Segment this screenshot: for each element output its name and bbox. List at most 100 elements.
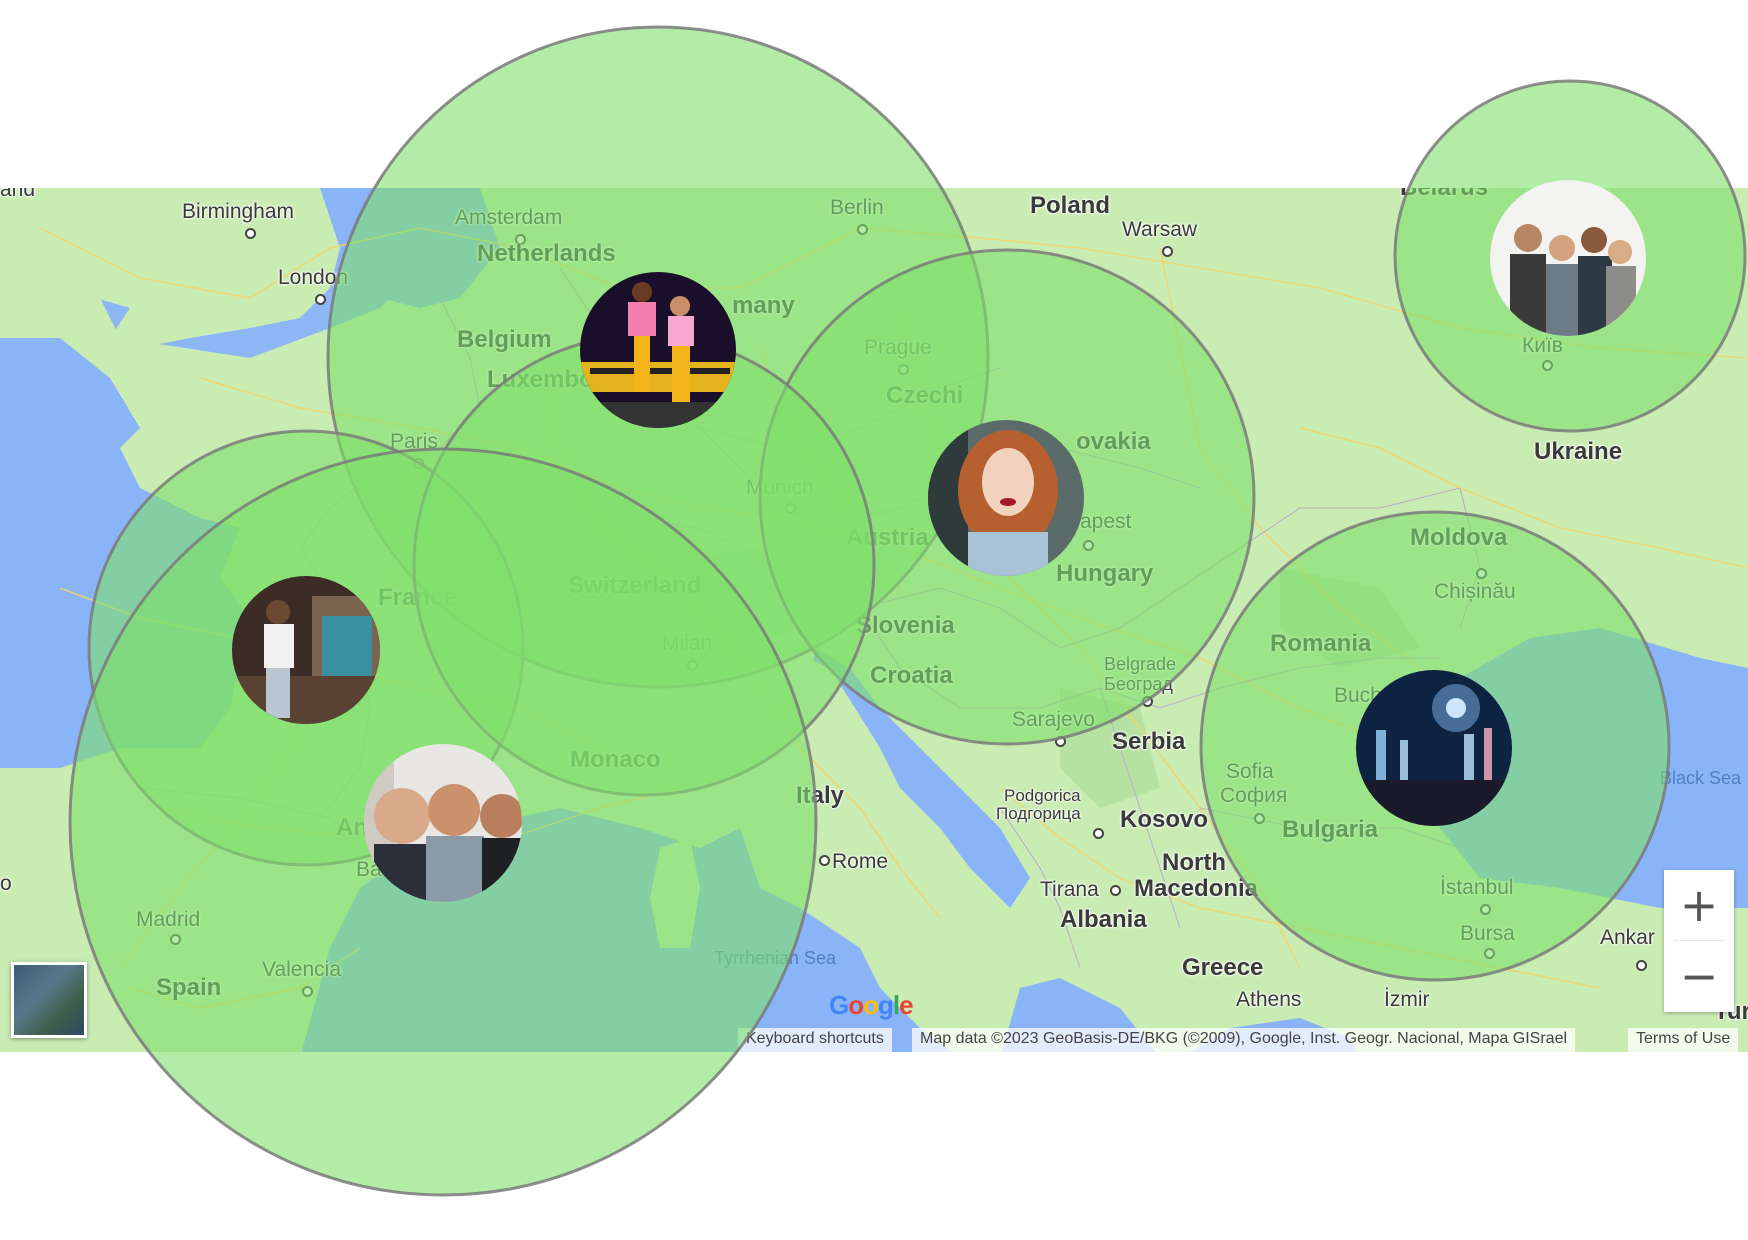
city-dot bbox=[1254, 813, 1265, 824]
label-madrid: Madrid bbox=[136, 908, 201, 931]
label-spain-edge-partial: o bbox=[0, 872, 12, 895]
label-serbia: Serbia bbox=[1112, 728, 1186, 755]
label-rome: Rome bbox=[832, 850, 889, 873]
city-dot bbox=[1636, 960, 1647, 971]
marker-france[interactable] bbox=[232, 576, 380, 724]
label-paris: Paris bbox=[390, 430, 438, 453]
label-hungary: Hungary bbox=[1056, 560, 1154, 587]
label-prague: Prague bbox=[864, 336, 932, 359]
city-dot bbox=[1093, 828, 1104, 839]
city-dot bbox=[1110, 885, 1121, 896]
label-belgium: Belgium bbox=[457, 326, 552, 353]
label-podgorica: Podgorica bbox=[1004, 786, 1081, 805]
photo-two-people-yellow-pants bbox=[580, 272, 736, 428]
photo-concert-crowd bbox=[1356, 670, 1512, 826]
label-ukraine: Ukraine bbox=[1534, 438, 1623, 465]
label-belgrade-cyrillic: Београд bbox=[1104, 674, 1173, 694]
map-type-toggle[interactable] bbox=[11, 962, 87, 1038]
label-valencia: Valencia bbox=[262, 958, 341, 981]
label-moldova: Moldova bbox=[1410, 524, 1508, 551]
label-albania: Albania bbox=[1060, 906, 1147, 933]
label-romania: Romania bbox=[1270, 630, 1372, 657]
label-tirana: Tirana bbox=[1040, 878, 1099, 901]
label-luxembourg-partial: Luxembo bbox=[487, 366, 594, 393]
google-logo: Google bbox=[829, 990, 914, 1020]
label-milan: Milan bbox=[662, 632, 713, 655]
label-germany-partial: many bbox=[732, 292, 795, 319]
label-athens: Athens bbox=[1236, 988, 1302, 1011]
zoom-out-button[interactable]: − bbox=[1679, 949, 1719, 1003]
label-birmingham: Birmingham bbox=[182, 200, 295, 223]
city-dot bbox=[1542, 360, 1553, 371]
city-dot bbox=[898, 364, 909, 375]
city-dot bbox=[1142, 696, 1153, 707]
label-izmir: İzmir bbox=[1384, 988, 1430, 1011]
label-sarajevo: Sarajevo bbox=[1012, 708, 1095, 731]
photo-three-men-selfie bbox=[364, 744, 522, 902]
label-warsaw: Warsaw bbox=[1122, 218, 1198, 241]
marker-austria-slovakia[interactable] bbox=[928, 420, 1084, 576]
label-greece: Greece bbox=[1182, 954, 1264, 981]
city-dot bbox=[245, 228, 256, 239]
label-czechia-partial: Czechi bbox=[886, 382, 964, 409]
label-chisinau: Chișinău bbox=[1434, 580, 1516, 603]
label-tyrrhenian-sea: Tyrrhenian Sea bbox=[714, 948, 837, 968]
zoom-in-button[interactable]: + bbox=[1679, 878, 1719, 932]
label-slovakia-partial: ovakia bbox=[1076, 428, 1151, 455]
photo-red-haired-woman bbox=[928, 420, 1084, 576]
city-dot bbox=[1162, 246, 1173, 257]
city-dot bbox=[1480, 904, 1491, 915]
city-dot bbox=[413, 458, 424, 469]
zoom-control: + − bbox=[1664, 870, 1734, 1012]
photo-group-of-four-friends bbox=[1490, 180, 1646, 336]
label-budapest-partial: apest bbox=[1080, 510, 1132, 533]
marker-netherlands-germany[interactable] bbox=[580, 272, 736, 428]
city-dot bbox=[785, 503, 796, 514]
label-istanbul: İstanbul bbox=[1440, 876, 1514, 899]
label-amsterdam: Amsterdam bbox=[455, 206, 563, 229]
label-berlin: Berlin bbox=[830, 196, 884, 219]
marker-spain-france[interactable] bbox=[364, 744, 522, 902]
keyboard-shortcuts-link[interactable]: Keyboard shortcuts bbox=[738, 1028, 892, 1056]
label-poland: Poland bbox=[1030, 192, 1111, 219]
city-dot bbox=[1055, 736, 1066, 747]
city-dot bbox=[170, 934, 181, 945]
label-sofia: Sofia bbox=[1226, 760, 1274, 783]
label-monaco: Monaco bbox=[570, 746, 661, 773]
city-dot bbox=[687, 660, 698, 671]
label-sofia-cyrillic: София bbox=[1220, 784, 1288, 807]
city-dot bbox=[1476, 568, 1487, 579]
label-italy: Italy bbox=[796, 782, 845, 809]
label-bursa: Bursa bbox=[1460, 922, 1515, 945]
city-dot bbox=[857, 224, 868, 235]
label-kyiv: Київ bbox=[1522, 334, 1563, 357]
label-netherlands: Netherlands bbox=[477, 240, 616, 267]
label-black-sea: Black Sea bbox=[1660, 768, 1742, 788]
label-north-macedonia: North Macedonia bbox=[1134, 849, 1259, 902]
marker-kyiv[interactable] bbox=[1490, 180, 1646, 336]
label-top-left-partial: and bbox=[0, 188, 36, 201]
label-london: London bbox=[278, 266, 349, 289]
marker-romania-bulgaria[interactable] bbox=[1356, 670, 1512, 826]
label-croatia: Croatia bbox=[870, 662, 953, 689]
label-spain: Spain bbox=[156, 974, 222, 1001]
label-podgorica-cyrillic: Подгорица bbox=[996, 804, 1081, 823]
label-slovenia: Slovenia bbox=[856, 612, 955, 639]
label-austria: Austria bbox=[846, 524, 929, 551]
label-munich: Munich bbox=[746, 476, 814, 499]
label-ankara-partial: Ankar bbox=[1600, 926, 1655, 949]
city-dot bbox=[1484, 948, 1495, 959]
map-data-attribution: Map data ©2023 GeoBasis-DE/BKG (©2009), … bbox=[912, 1028, 1576, 1056]
label-bulgaria: Bulgaria bbox=[1282, 816, 1379, 843]
photo-man-in-white-hoodie bbox=[232, 576, 380, 724]
label-france: France bbox=[378, 584, 457, 611]
label-belgrade: Belgrade bbox=[1104, 654, 1177, 674]
terms-of-use-link[interactable]: Terms of Use bbox=[1628, 1028, 1739, 1056]
label-belarus-partial: Belarus bbox=[1400, 188, 1488, 202]
city-dot bbox=[302, 986, 313, 997]
label-switzerland: Switzerland bbox=[568, 572, 702, 599]
city-dot bbox=[1083, 540, 1094, 551]
city-dot bbox=[315, 294, 326, 305]
city-dot bbox=[819, 855, 830, 866]
label-kosovo: Kosovo bbox=[1120, 806, 1209, 833]
